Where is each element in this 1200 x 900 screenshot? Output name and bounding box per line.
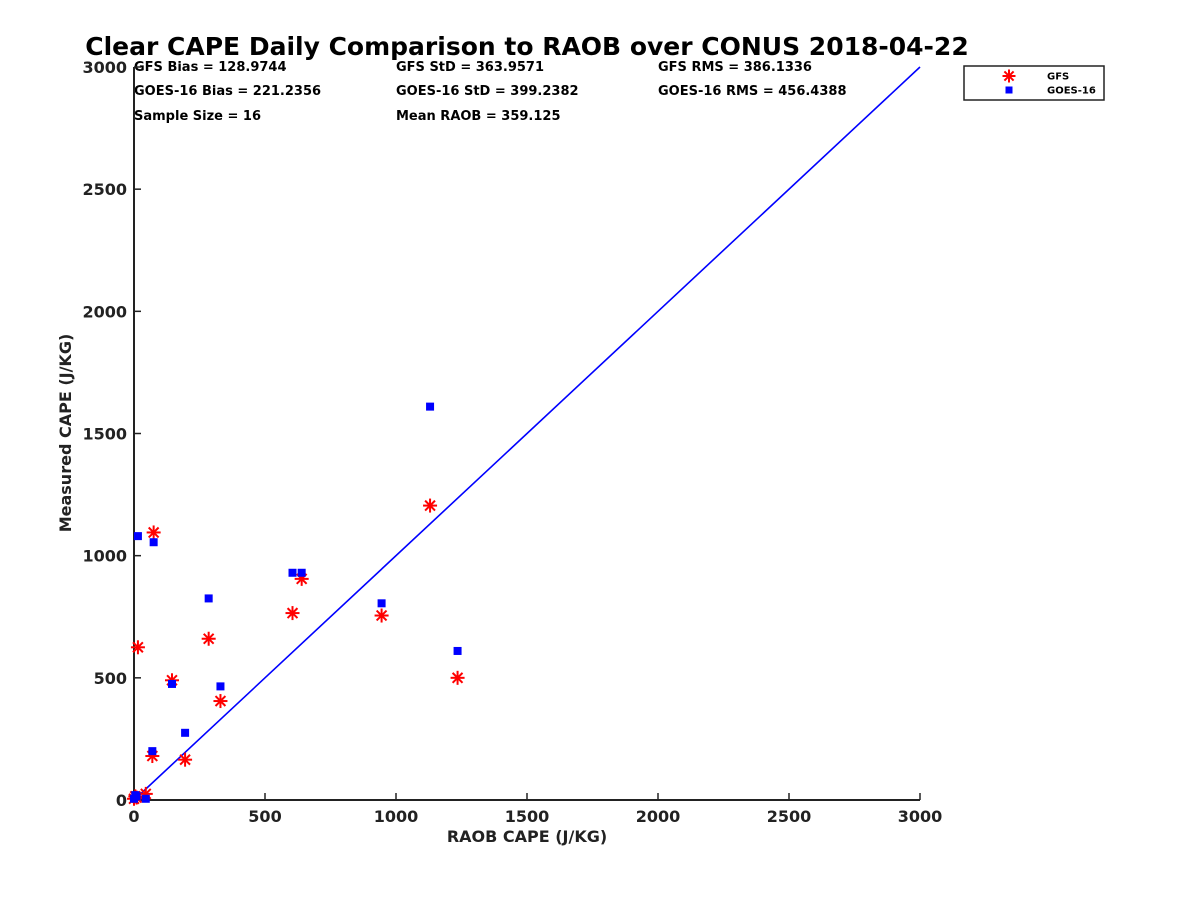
x-tick-label-3: 1500 [505, 807, 550, 826]
stat-0: GFS Bias = 128.9744 [134, 60, 287, 75]
point-goes-16-7 [181, 728, 190, 737]
point-goes-16-9 [216, 682, 225, 691]
point-goes-16-12 [377, 599, 386, 608]
point-goes-16-15 [132, 792, 141, 801]
point-goes-16-10 [288, 568, 297, 577]
series-goes-16 [130, 402, 462, 803]
y-tick-label-3: 1500 [82, 425, 127, 444]
stat-6: Sample Size = 16 [134, 109, 261, 124]
point-gfs-2 [130, 640, 145, 655]
y-tick-label-5: 2500 [82, 180, 127, 199]
point-gfs-5 [146, 525, 161, 540]
axes: 0 500 1000 1500 2000 2500 3000 0 500 1000 1500 2000… [82, 58, 942, 826]
reference-line-group [133, 66, 921, 801]
chart-title: Clear CAPE Daily Comparison to RAOB over… [85, 32, 968, 61]
point-goes-16-5 [149, 538, 158, 547]
point-gfs-9 [213, 694, 228, 709]
point-goes-16-3 [141, 794, 150, 803]
stat-4: GOES-16 StD = 399.2382 [396, 84, 579, 99]
y-tick-label-1: 500 [94, 669, 127, 688]
x-tick-label-2: 1000 [374, 807, 419, 826]
x-axis-label: RAOB CAPE (J/KG) [447, 827, 607, 846]
point-goes-16-4 [148, 747, 157, 756]
point-gfs-7 [178, 752, 193, 767]
point-gfs-8 [201, 631, 216, 646]
x-tick-label-5: 2500 [767, 807, 812, 826]
y-tick-label-4: 2000 [82, 302, 127, 321]
point-goes-16-13 [426, 402, 435, 411]
point-goes-16-2 [133, 532, 142, 541]
legend-label-goes-16: GOES-16 [1047, 86, 1096, 97]
x-tick-label-4: 2000 [636, 807, 681, 826]
point-goes-16-8 [204, 594, 213, 603]
y-axis-label: Measured CAPE (J/KG) [56, 334, 75, 533]
point-gfs-14 [450, 670, 465, 685]
point-gfs-13 [423, 498, 438, 513]
point-goes-16-6 [167, 679, 176, 688]
y-tick-label-6: 3000 [82, 58, 127, 77]
legend-box [963, 65, 1105, 101]
point-goes-16-11 [297, 568, 306, 577]
legend-label-gfs: GFS [1047, 72, 1069, 83]
y-tick-label-0: 0 [116, 791, 127, 810]
point-gfs-12 [374, 608, 389, 623]
point-gfs-10 [285, 606, 300, 621]
stat-7: Mean RAOB = 359.125 [396, 109, 561, 124]
point-goes-16-14 [453, 646, 462, 655]
x-tick-label-1: 500 [248, 807, 281, 826]
legend: GFS GOES-16 [963, 65, 1105, 101]
data-points [127, 402, 465, 806]
stat-5: GOES-16 RMS = 456.4388 [658, 84, 847, 99]
stat-2: GFS RMS = 386.1336 [658, 60, 812, 75]
x-tick-label-0: 0 [128, 807, 139, 826]
stats-annotations: GFS Bias = 128.9744 GFS StD = 363.9571 GFS… [134, 60, 847, 124]
y-tick-label-2: 1000 [82, 547, 127, 566]
legend-marker-gfs [1002, 69, 1016, 83]
stat-1: GFS StD = 363.9571 [396, 60, 544, 75]
reference-line [133, 66, 921, 801]
stat-3: GOES-16 Bias = 221.2356 [134, 84, 321, 99]
x-tick-label-6: 3000 [898, 807, 943, 826]
legend-marker-goes-16 [1005, 86, 1013, 94]
